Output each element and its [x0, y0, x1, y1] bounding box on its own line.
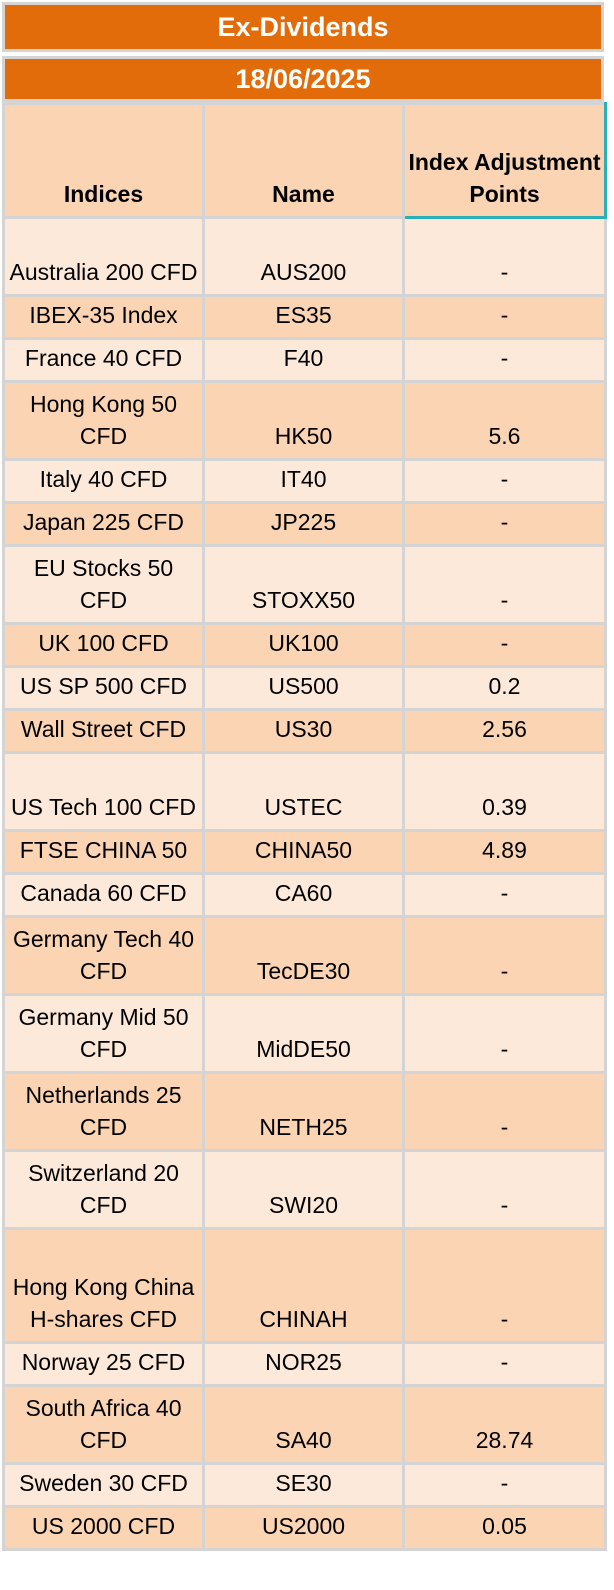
- cell-name: STOXX50: [202, 544, 405, 625]
- cell-points: -: [402, 1341, 607, 1387]
- table-row: US 2000 CFD US2000 0.05: [2, 1505, 607, 1551]
- cell-index: South Africa 40 CFD: [2, 1384, 205, 1465]
- cell-points: 28.74: [402, 1384, 607, 1465]
- cell-index: Hong Kong 50 CFD: [2, 380, 205, 461]
- table-row: South Africa 40 CFD SA40 28.74: [2, 1384, 607, 1465]
- cell-index: Japan 225 CFD: [2, 501, 205, 547]
- cell-points: 0.2: [402, 665, 607, 711]
- table-row: Hong Kong 50 CFD HK50 5.6: [2, 380, 607, 461]
- table-row: US SP 500 CFD US500 0.2: [2, 665, 607, 711]
- column-header-indices: Indices: [2, 102, 205, 219]
- cell-name: USTEC: [202, 751, 405, 832]
- cell-name: F40: [202, 337, 405, 383]
- cell-points: -: [402, 458, 607, 504]
- cell-name: AUS200: [202, 216, 405, 297]
- cell-points: 4.89: [402, 829, 607, 875]
- cell-index: Norway 25 CFD: [2, 1341, 205, 1387]
- table-row: Hong Kong China H-shares CFD CHINAH -: [2, 1227, 607, 1344]
- sheet-title: Ex-Dividends: [2, 2, 604, 52]
- cell-name: CA60: [202, 872, 405, 918]
- cell-name: NOR25: [202, 1341, 405, 1387]
- cell-name: SA40: [202, 1384, 405, 1465]
- column-header-name: Name: [202, 102, 405, 219]
- cell-name: ES35: [202, 294, 405, 340]
- cell-index: Australia 200 CFD: [2, 216, 205, 297]
- table-row: US Tech 100 CFD USTEC 0.39: [2, 751, 607, 832]
- cell-index: Germany Tech 40 CFD: [2, 915, 205, 996]
- sheet-date: 18/06/2025: [2, 56, 604, 102]
- cell-index: US SP 500 CFD: [2, 665, 205, 711]
- cell-index: Switzerland 20 CFD: [2, 1149, 205, 1230]
- cell-name: SWI20: [202, 1149, 405, 1230]
- cell-index: US 2000 CFD: [2, 1505, 205, 1551]
- cell-index: Germany Mid 50 CFD: [2, 993, 205, 1074]
- cell-index: Hong Kong China H-shares CFD: [2, 1227, 205, 1344]
- table-row: France 40 CFD F40-: [2, 337, 607, 383]
- cell-points: -: [402, 294, 607, 340]
- cell-name: HK50: [202, 380, 405, 461]
- cell-points: 0.05: [402, 1505, 607, 1551]
- cell-points: -: [402, 337, 607, 383]
- cell-index: Italy 40 CFD: [2, 458, 205, 504]
- cell-name: TecDE30: [202, 915, 405, 996]
- table-header-row: Indices Name Index Adjustment Points: [2, 102, 607, 219]
- table-row: Japan 225 CFD JP225-: [2, 501, 607, 547]
- cell-points: 0.39: [402, 751, 607, 832]
- table-row: Netherlands 25 CFD NETH25-: [2, 1071, 607, 1152]
- cell-points: -: [402, 872, 607, 918]
- cell-points: -: [402, 1149, 607, 1230]
- ex-dividends-table: Indices Name Index Adjustment Points Aus…: [2, 102, 607, 1551]
- column-header-points: Index Adjustment Points: [402, 102, 607, 219]
- table-row: Germany Mid 50 CFD MidDE50-: [2, 993, 607, 1074]
- cell-points: -: [402, 1071, 607, 1152]
- cell-name: CHINAH: [202, 1227, 405, 1344]
- table-body: Australia 200 CFD AUS200- IBEX-35 Index ES3…: [2, 216, 607, 1551]
- cell-name: MidDE50: [202, 993, 405, 1074]
- cell-name: SE30: [202, 1462, 405, 1508]
- table-row: Norway 25 CFD NOR25-: [2, 1341, 607, 1387]
- table-row: Switzerland 20 CFD SWI20-: [2, 1149, 607, 1230]
- cell-points: -: [402, 501, 607, 547]
- cell-name: US500: [202, 665, 405, 711]
- ex-dividends-sheet: Ex-Dividends 18/06/2025 Indices Name Ind…: [2, 2, 607, 1551]
- cell-points: -: [402, 216, 607, 297]
- cell-points: -: [402, 915, 607, 996]
- table-row: Australia 200 CFD AUS200-: [2, 216, 607, 297]
- table-row: Wall Street CFD US30 2.56: [2, 708, 607, 754]
- cell-index: UK 100 CFD: [2, 622, 205, 668]
- cell-index: France 40 CFD: [2, 337, 205, 383]
- cell-name: US2000: [202, 1505, 405, 1551]
- cell-index: Netherlands 25 CFD: [2, 1071, 205, 1152]
- cell-points: -: [402, 622, 607, 668]
- cell-name: CHINA50: [202, 829, 405, 875]
- cell-index: US Tech 100 CFD: [2, 751, 205, 832]
- table-row: Sweden 30 CFD SE30-: [2, 1462, 607, 1508]
- cell-index: Canada 60 CFD: [2, 872, 205, 918]
- cell-points: 2.56: [402, 708, 607, 754]
- table-row: EU Stocks 50 CFD STOXX50-: [2, 544, 607, 625]
- cell-index: Sweden 30 CFD: [2, 1462, 205, 1508]
- table-row: Canada 60 CFD CA60-: [2, 872, 607, 918]
- cell-points: -: [402, 544, 607, 625]
- table-row: FTSE CHINA 50 CHINA50 4.89: [2, 829, 607, 875]
- cell-name: IT40: [202, 458, 405, 504]
- cell-index: EU Stocks 50 CFD: [2, 544, 205, 625]
- cell-index: IBEX-35 Index: [2, 294, 205, 340]
- cell-index: FTSE CHINA 50: [2, 829, 205, 875]
- cell-index: Wall Street CFD: [2, 708, 205, 754]
- table-row: IBEX-35 Index ES35-: [2, 294, 607, 340]
- cell-name: UK100: [202, 622, 405, 668]
- cell-points: -: [402, 1462, 607, 1508]
- cell-name: US30: [202, 708, 405, 754]
- cell-points: 5.6: [402, 380, 607, 461]
- cell-name: NETH25: [202, 1071, 405, 1152]
- table-row: Germany Tech 40 CFD TecDE30-: [2, 915, 607, 996]
- cell-points: -: [402, 993, 607, 1074]
- table-row: UK 100 CFD UK100-: [2, 622, 607, 668]
- table-row: Italy 40 CFD IT40-: [2, 458, 607, 504]
- cell-points: -: [402, 1227, 607, 1344]
- cell-name: JP225: [202, 501, 405, 547]
